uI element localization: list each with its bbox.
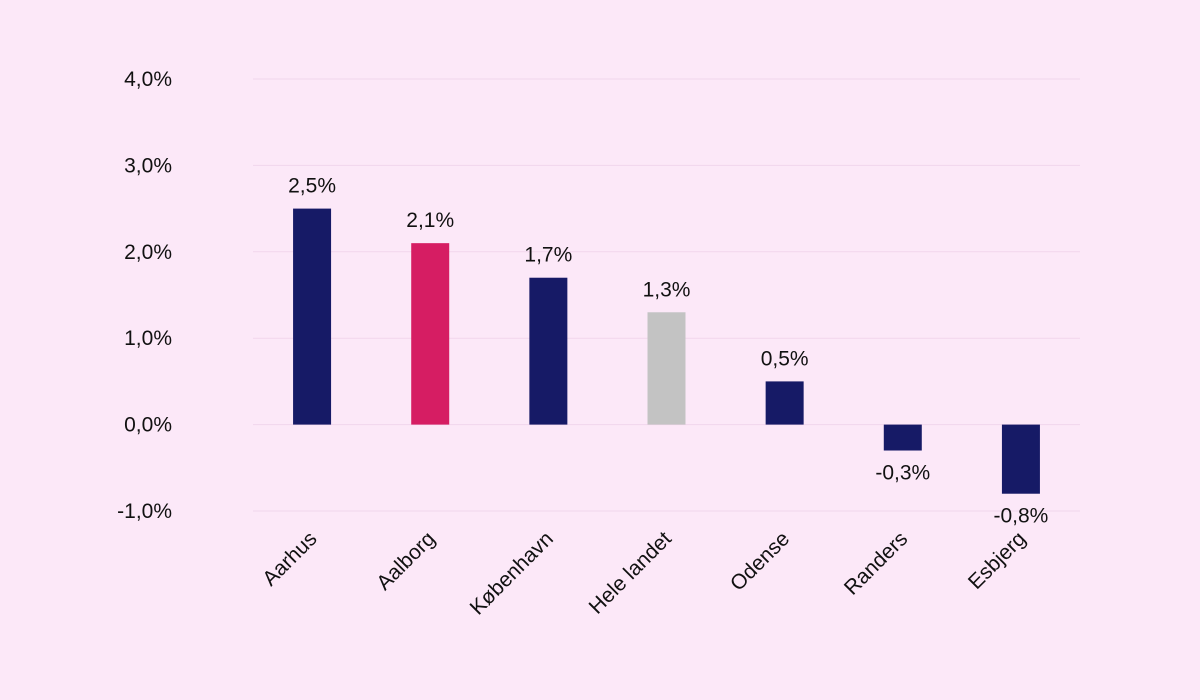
data-label: 2,1% [406,209,454,232]
y-tick-label: 1,0% [124,327,172,350]
data-label: 1,7% [524,244,572,267]
data-label: 2,5% [288,175,336,198]
bar-odense [765,381,804,425]
y-tick-label: -1,0% [117,500,172,523]
data-label: -0,3% [875,462,930,485]
data-label: 1,3% [643,278,691,301]
data-label: -0,8% [993,505,1048,528]
data-label: 0,5% [761,347,809,370]
y-tick-label: 3,0% [124,154,172,177]
x-tick-label: Aalborg [372,527,439,594]
x-tick-label: Esbjerg [964,527,1031,594]
x-tick-label: København [466,527,558,619]
bar-aarhus [293,208,332,425]
y-tick-label: 0,0% [124,414,172,437]
x-tick-label: Hele landet [585,527,677,619]
y-axis-tick-labels: 4,0% 3,0% 2,0% 1,0% 0,0% -1,0% [117,68,172,523]
bar-randers [883,424,922,451]
bar-esbjerg [1001,424,1040,494]
x-tick-label: Aarhus [258,527,321,590]
bar-københavn [529,277,568,425]
bars [293,208,1040,494]
x-tick-label: Odense [726,527,794,595]
y-tick-label: 2,0% [124,241,172,264]
bar-aalborg [411,243,450,425]
bar-hele-landet [647,312,686,425]
x-tick-label: Randers [840,527,912,599]
value-labels: 2,5% 2,1% 1,7% 1,3% 0,5% -0,3% -0,8% [288,175,1048,528]
category-labels: Aarhus Aalborg København Hele landet Odense R… [258,527,1030,619]
y-tick-label: 4,0% [124,68,172,91]
